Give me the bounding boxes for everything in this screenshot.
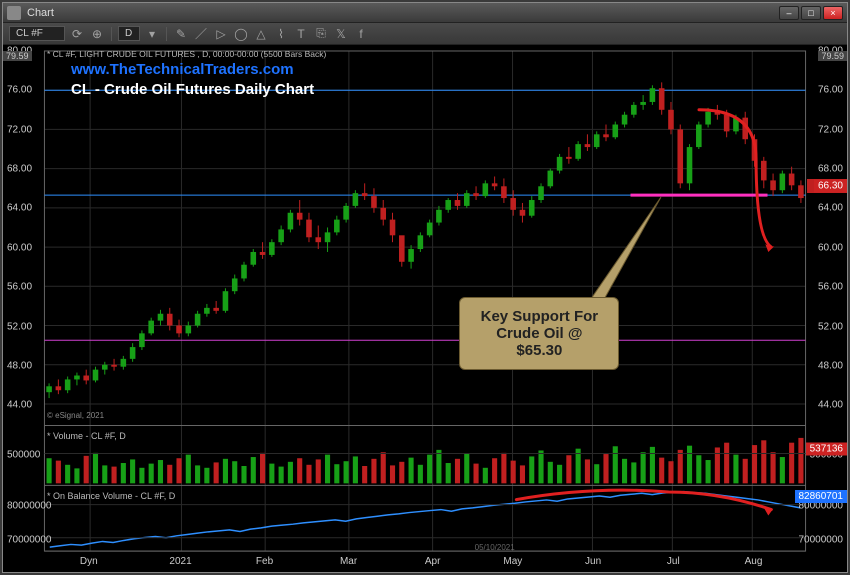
link-icon[interactable]: ⎘ — [313, 26, 329, 42]
price-tick-left: 48.00 — [7, 360, 32, 371]
obv-tick-left: 70000000 — [7, 534, 52, 545]
price-tick-right: 56.00 — [818, 282, 843, 293]
refresh-icon[interactable]: ⟳ — [69, 26, 85, 42]
twitter-icon[interactable]: 𝕏 — [333, 26, 349, 42]
price-tick-left: 72.00 — [7, 124, 32, 135]
price-flag-top-right: 79.59 — [818, 51, 847, 61]
price-flag-top-left: 79.59 — [3, 51, 32, 61]
titlebar: Chart – □ × — [3, 3, 847, 23]
triangle-icon[interactable]: △ — [253, 26, 269, 42]
x-axis-label: May — [503, 556, 522, 567]
toolbar: CL #F ⟳ ⊕ D ▾ ✎ ／ ▷ ◯ △ ⌇ T ⎘ 𝕏 f — [3, 23, 847, 45]
volume-last-flag: 537136 — [806, 442, 847, 455]
chart-area[interactable]: * CL #F, LIGHT CRUDE OIL FUTURES , D, 00… — [3, 45, 847, 572]
price-tick-left: 76.00 — [7, 85, 32, 96]
volume-tick-left: 500000 — [7, 450, 40, 461]
price-tick-right: 68.00 — [818, 164, 843, 175]
price-tick-left: 64.00 — [7, 203, 32, 214]
price-tick-right: 44.00 — [818, 400, 843, 411]
obv-last-flag: 82860701 — [795, 490, 848, 503]
restore-button[interactable]: □ — [801, 6, 821, 20]
copyright-label: © eSignal, 2021 — [47, 411, 104, 420]
price-tick-right: 64.00 — [818, 203, 843, 214]
price-tick-right: 48.00 — [818, 360, 843, 371]
obv-tick-left: 80000000 — [7, 501, 52, 512]
chart-tool-icon[interactable]: ⌇ — [273, 26, 289, 42]
crosshair-icon[interactable]: ⊕ — [89, 26, 105, 42]
website-link[interactable]: www.TheTechnicalTraders.com — [71, 61, 294, 78]
price-tick-left: 44.00 — [7, 400, 32, 411]
chart-header-label: * CL #F, LIGHT CRUDE OIL FUTURES , D, 00… — [47, 49, 326, 59]
price-tick-right: 76.00 — [818, 85, 843, 96]
timeframe-select[interactable]: D — [118, 26, 140, 41]
line-tool-icon[interactable]: ／ — [193, 26, 209, 42]
price-tick-left: 60.00 — [7, 242, 32, 253]
last-price-flag: 66.30 — [814, 179, 847, 192]
price-tick-left: 68.00 — [7, 164, 32, 175]
text-tool-icon[interactable]: T — [293, 26, 309, 42]
close-button[interactable]: × — [823, 6, 843, 20]
x-axis-label: 2021 — [169, 556, 191, 567]
x-axis-label: Feb — [256, 556, 273, 567]
obv-tick-right: 70000000 — [799, 534, 844, 545]
x-axis-label: Dyn — [80, 556, 98, 567]
price-tick-right: 72.00 — [818, 124, 843, 135]
app-window: Chart – □ × CL #F ⟳ ⊕ D ▾ ✎ ／ ▷ ◯ △ ⌇ T … — [2, 2, 848, 573]
callout-annotation: Key Support For Crude Oil @ $65.30 — [459, 297, 619, 370]
x-axis-label: Mar — [340, 556, 357, 567]
facebook-icon[interactable]: f — [353, 26, 369, 42]
x-axis-label: Aug — [745, 556, 763, 567]
symbol-input[interactable]: CL #F — [9, 26, 65, 41]
chart-title: CL - Crude Oil Futures Daily Chart — [71, 81, 314, 98]
x-axis-label: Jul — [667, 556, 680, 567]
price-tick-left: 56.00 — [7, 282, 32, 293]
dropdown-icon[interactable]: ▾ — [144, 26, 160, 42]
window-title: Chart — [27, 7, 54, 19]
price-tick-right: 60.00 — [818, 242, 843, 253]
pencil-icon[interactable]: ✎ — [173, 26, 189, 42]
date-watermark: 05/10/2021 — [475, 543, 515, 552]
play-icon[interactable]: ▷ — [213, 26, 229, 42]
volume-pane-label: * Volume - CL #F, D — [47, 431, 126, 441]
x-axis-label: Apr — [425, 556, 441, 567]
circle-icon[interactable]: ◯ — [233, 26, 249, 42]
minimize-button[interactable]: – — [779, 6, 799, 20]
app-icon — [7, 6, 21, 20]
obv-pane-label: * On Balance Volume - CL #F, D — [47, 491, 175, 501]
price-tick-left: 52.00 — [7, 321, 32, 332]
x-axis-label: Jun — [585, 556, 601, 567]
price-tick-right: 52.00 — [818, 321, 843, 332]
